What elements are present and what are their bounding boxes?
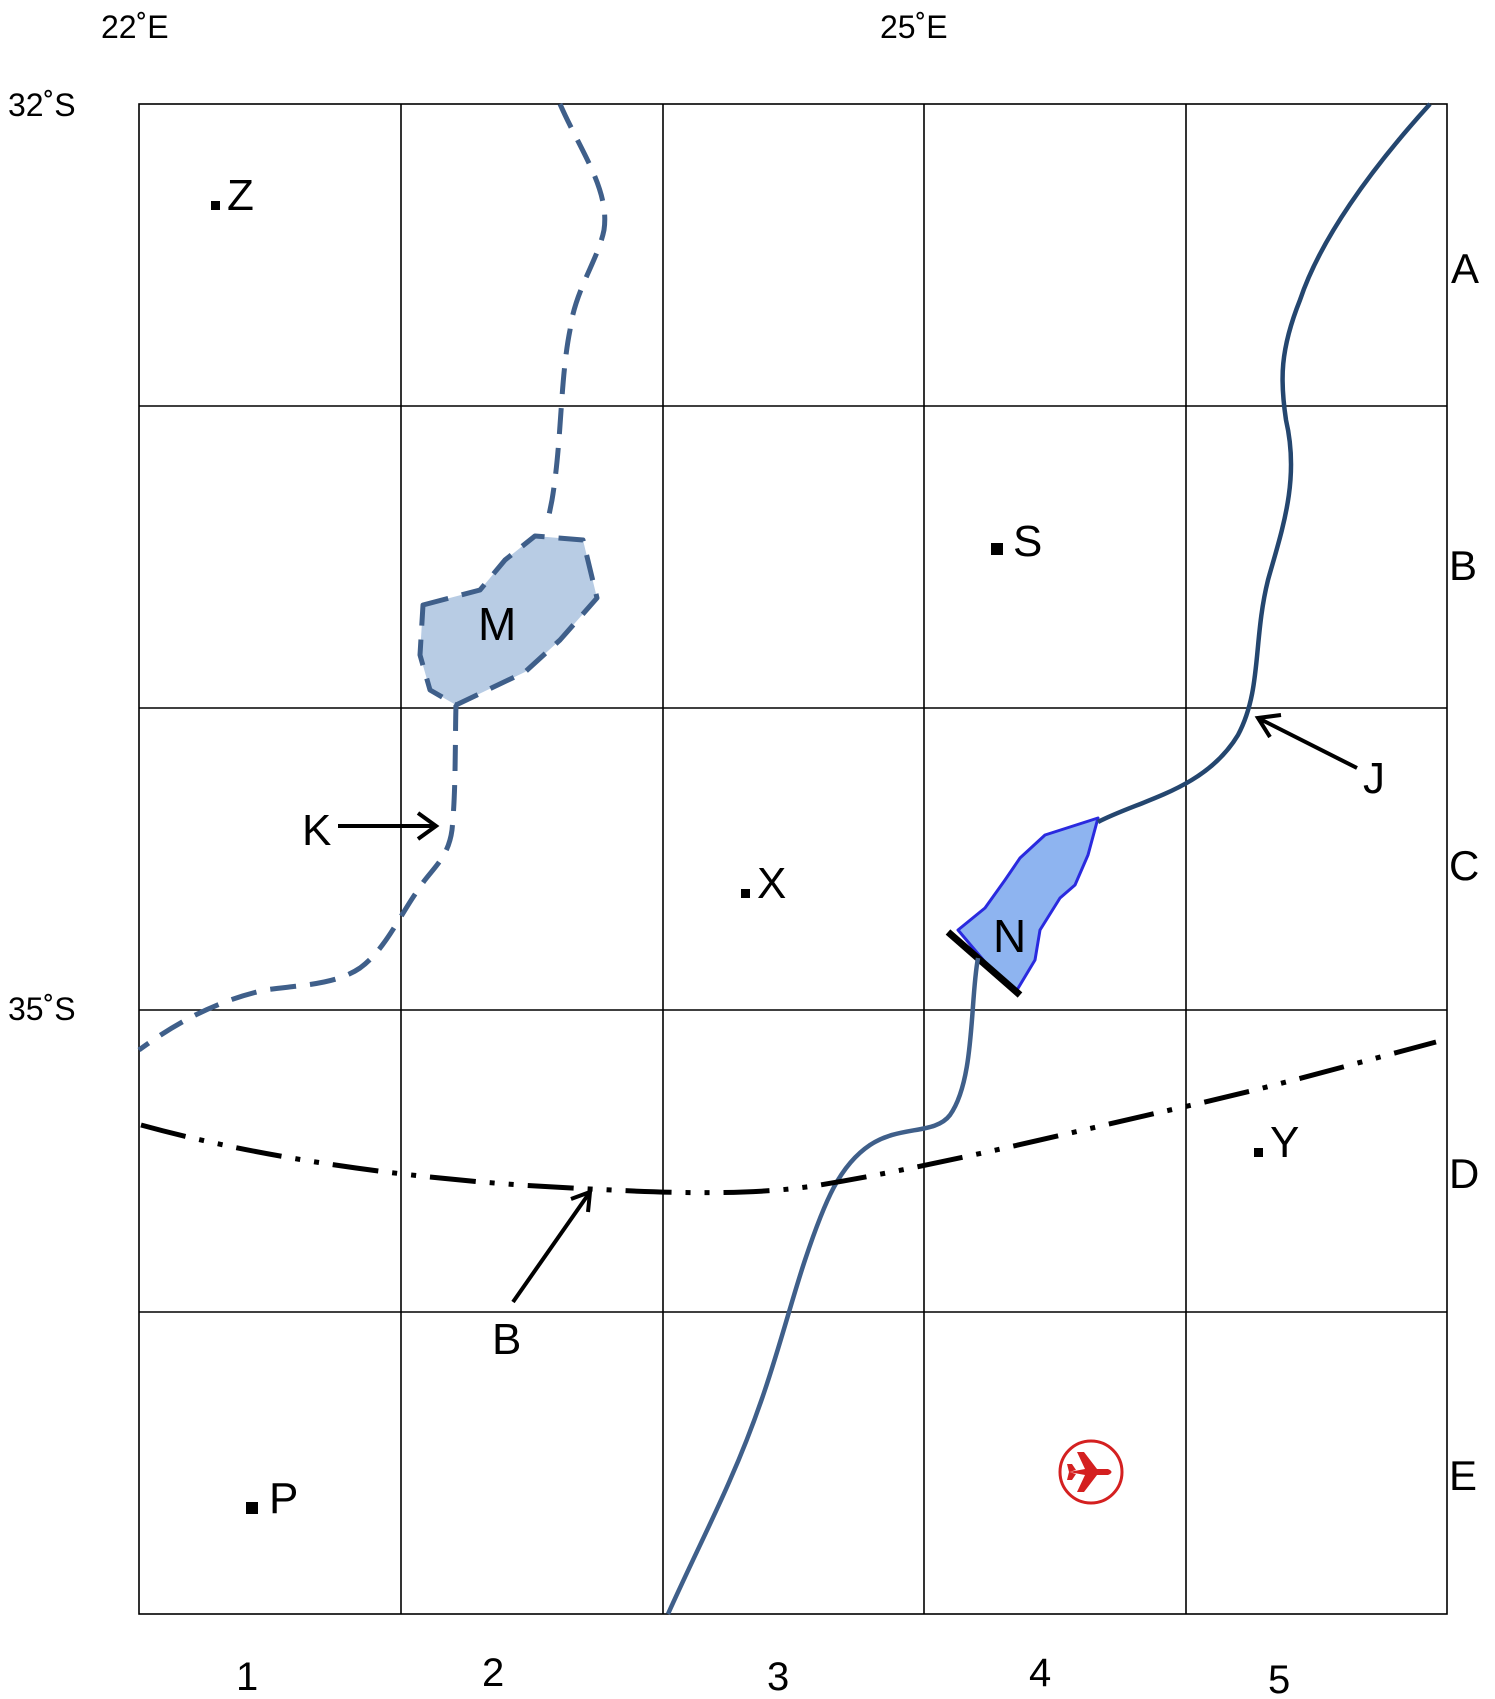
boundary-line-b bbox=[140, 1039, 1437, 1196]
place-label-s: S bbox=[1013, 517, 1042, 566]
dam-wall bbox=[945, 929, 1023, 998]
column-label-1: 1 bbox=[236, 1655, 258, 1699]
place-s-dot bbox=[991, 543, 1003, 555]
lake-n bbox=[956, 816, 1100, 992]
place-label-z: Z bbox=[227, 171, 254, 220]
place-label-p: P bbox=[269, 1474, 298, 1523]
place-y-dot bbox=[1254, 1148, 1263, 1157]
feature-label-b: B bbox=[492, 1315, 521, 1364]
row-label-d: D bbox=[1449, 1150, 1479, 1197]
place-x-dot bbox=[741, 889, 750, 898]
longitude-label-22e: 22˚E bbox=[101, 9, 169, 45]
column-label-2: 2 bbox=[482, 1651, 504, 1695]
dashed-river-k-lower bbox=[137, 704, 459, 1053]
lake-m bbox=[417, 533, 600, 708]
feature-label-k: K bbox=[302, 806, 331, 855]
column-label-4: 4 bbox=[1029, 1651, 1051, 1695]
place-z-dot bbox=[211, 201, 220, 210]
row-label-c: C bbox=[1449, 842, 1479, 889]
arrow-k bbox=[338, 811, 440, 841]
airport-icon bbox=[1058, 1439, 1124, 1505]
feature-label-j: J bbox=[1363, 754, 1385, 803]
place-label-y: Y bbox=[1270, 1118, 1299, 1167]
main-river-lower bbox=[665, 957, 981, 1615]
column-label-5: 5 bbox=[1268, 1658, 1290, 1699]
column-label-3: 3 bbox=[767, 1655, 789, 1699]
latitude-label-32s: 32˚S bbox=[8, 87, 76, 123]
map-grid bbox=[138, 103, 1448, 1615]
row-label-a: A bbox=[1451, 245, 1479, 292]
place-p-dot bbox=[246, 1502, 258, 1514]
place-label-x: X bbox=[757, 859, 786, 908]
main-river bbox=[1096, 102, 1432, 824]
arrow-j bbox=[1254, 713, 1358, 770]
latitude-label-35s: 35˚S bbox=[8, 991, 76, 1027]
feature-label-m: M bbox=[478, 598, 516, 650]
longitude-label-25e: 25˚E bbox=[880, 9, 948, 45]
feature-label-n: N bbox=[993, 910, 1026, 962]
arrow-b bbox=[511, 1189, 593, 1304]
row-label-e: E bbox=[1449, 1452, 1477, 1499]
dashed-river-k bbox=[545, 103, 608, 521]
row-label-b: B bbox=[1449, 542, 1477, 589]
